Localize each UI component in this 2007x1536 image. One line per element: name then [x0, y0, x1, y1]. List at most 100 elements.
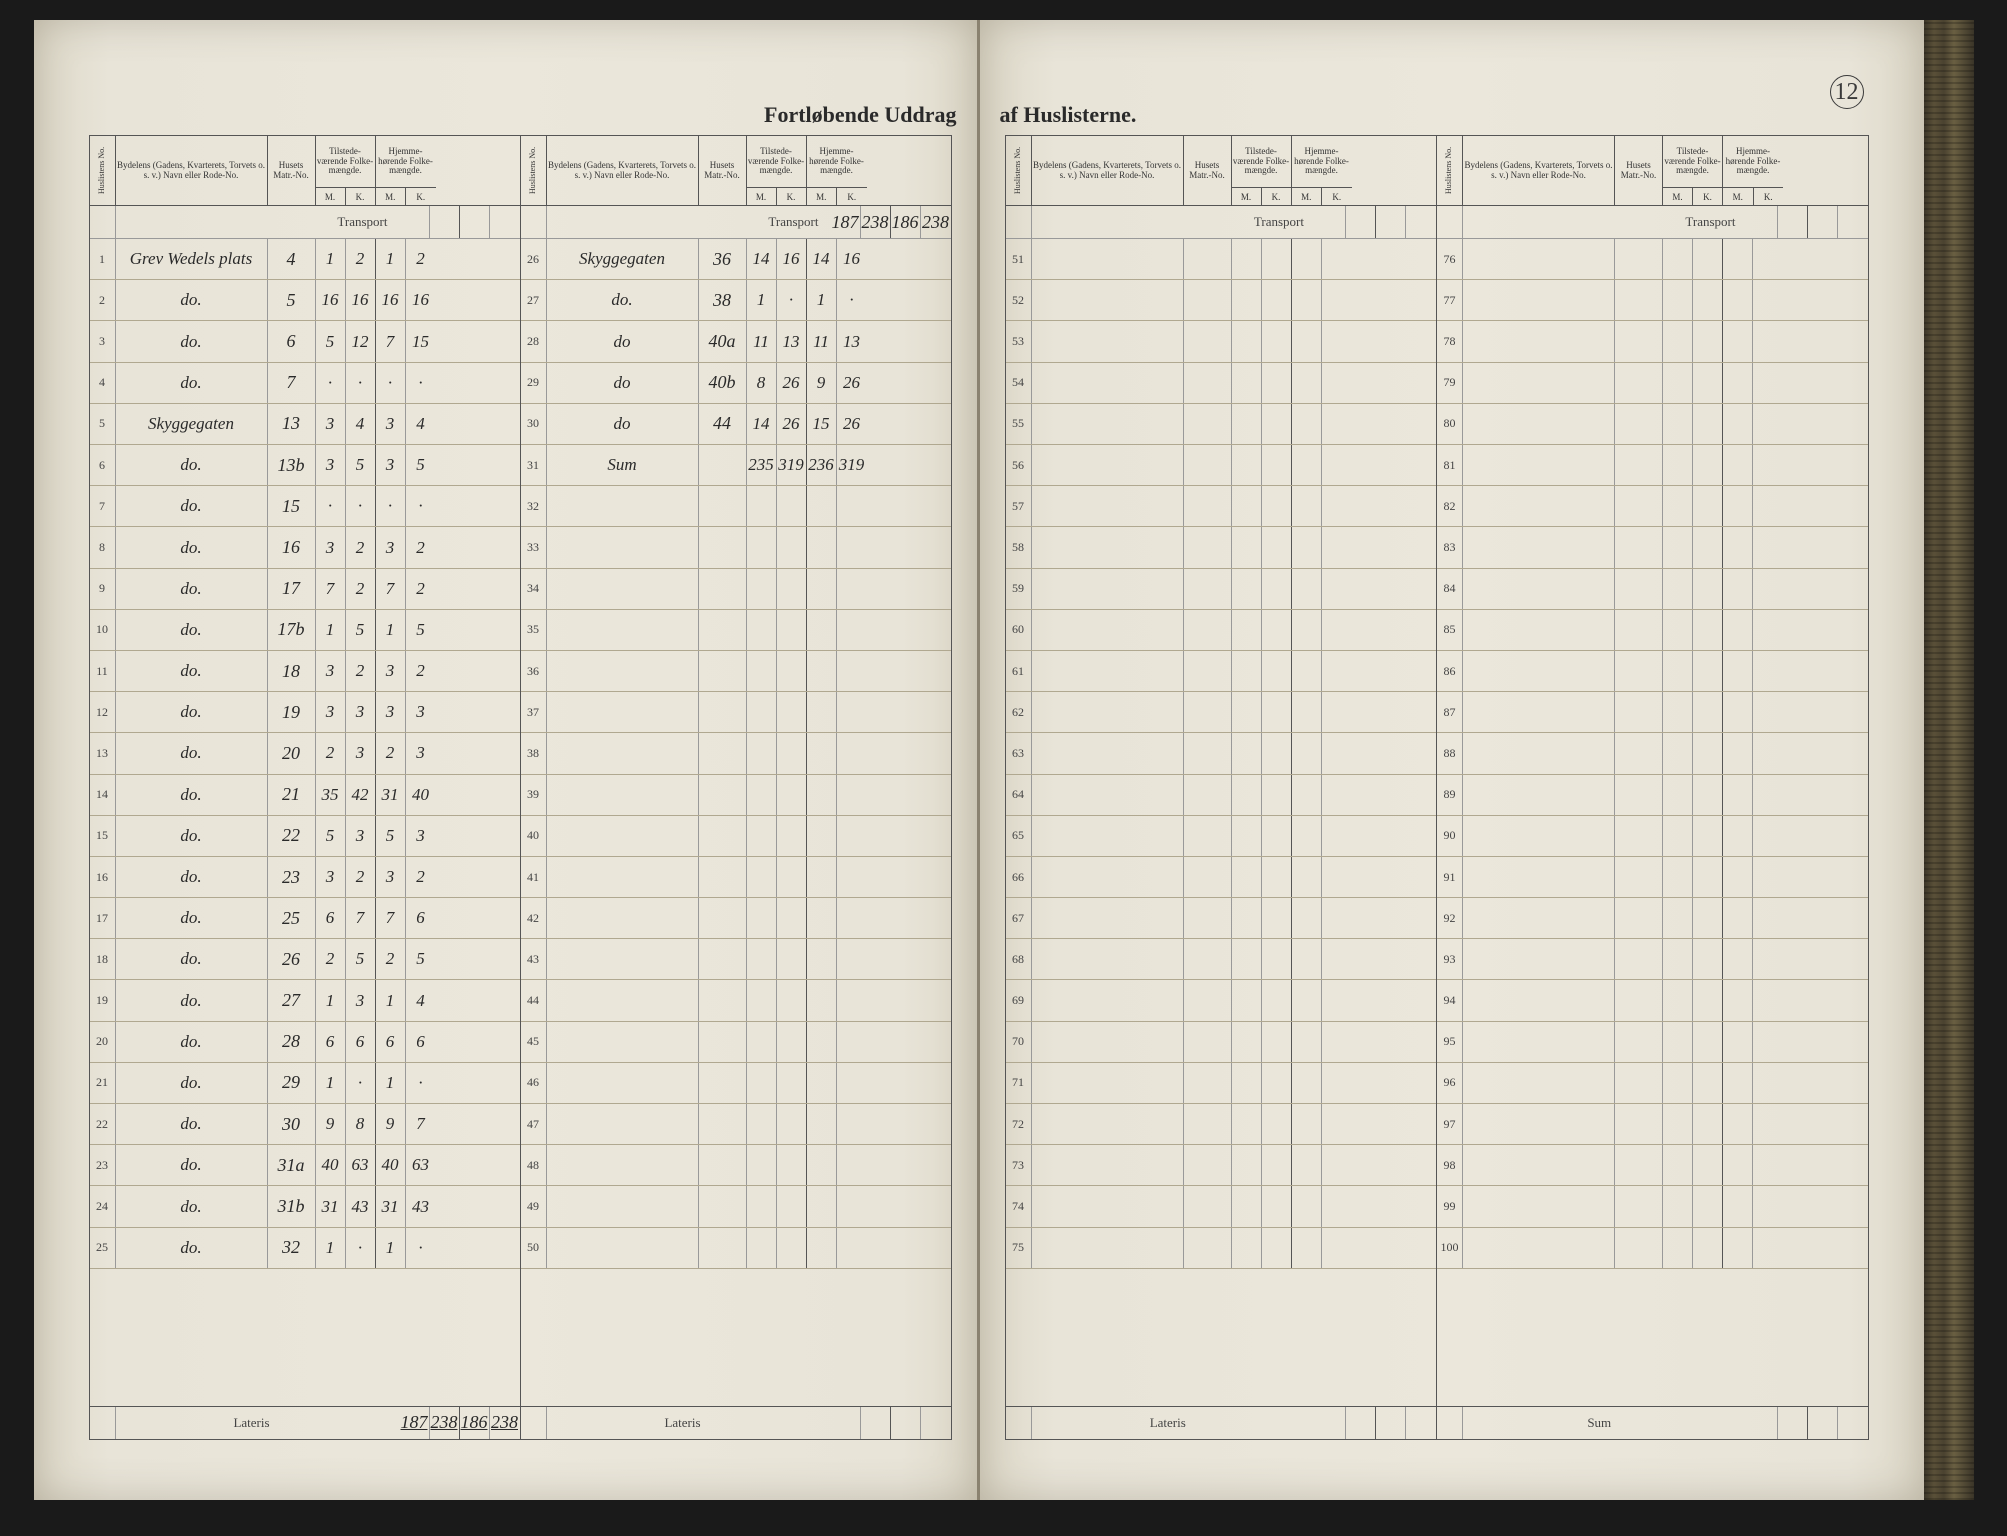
- row-no: 28: [521, 321, 547, 361]
- row-tilst-k: 26: [777, 363, 807, 403]
- table-row: 52: [1006, 280, 1437, 321]
- hdr-m: M.: [1663, 188, 1693, 205]
- row-matr: 22: [268, 816, 316, 856]
- row-hjem-m: [1723, 404, 1753, 444]
- row-hjem-k: [1322, 445, 1352, 485]
- row-matr: 38: [699, 280, 747, 320]
- row-hjem-m: ·: [376, 486, 406, 526]
- row-tilst-m: [1232, 1228, 1262, 1268]
- table-row: 63: [1006, 733, 1437, 774]
- hdr-bydelens: Bydelens (Gadens, Kvarterets, Torvets o.…: [1463, 136, 1614, 205]
- row-matr: [1615, 651, 1663, 691]
- hdr-husets: Husets Matr.-No.: [1615, 136, 1662, 205]
- lateris-label: Lateris: [1032, 1407, 1317, 1439]
- row-bydelens: [1463, 898, 1615, 938]
- row-tilst-m: [1232, 1186, 1262, 1226]
- hdr-m: M.: [1723, 188, 1754, 205]
- table-row: 55: [1006, 404, 1437, 445]
- row-matr: [1184, 857, 1232, 897]
- table-row: 5 Skyggegaten 13 3 4 3 4: [90, 404, 520, 445]
- row-hjem-m: [1723, 692, 1753, 732]
- lateris-val: [1778, 1407, 1808, 1439]
- row-hjem-m: 2: [376, 939, 406, 979]
- row-hjem-k: [1753, 445, 1783, 485]
- table-row: 99: [1437, 1186, 1868, 1227]
- row-tilst-k: ·: [346, 486, 376, 526]
- table-row: 85: [1437, 610, 1868, 651]
- row-no: 75: [1006, 1228, 1032, 1268]
- row-no: 84: [1437, 569, 1463, 609]
- row-hjem-m: [1292, 404, 1322, 444]
- row-matr: 21: [268, 775, 316, 815]
- table-row: 39: [521, 775, 951, 816]
- row-hjem-m: [1292, 692, 1322, 732]
- transport-val: [1778, 206, 1808, 238]
- hdr-no: Huslistens No.: [521, 136, 546, 205]
- row-no: 13: [90, 733, 116, 773]
- ledger-header: Huslistens No. Bydelens (Gadens, Kvarter…: [1437, 136, 1868, 206]
- row-hjem-m: [1292, 239, 1322, 279]
- table-row: 2 do. 5 16 16 16 16: [90, 280, 520, 321]
- row-tilst-k: [1693, 898, 1723, 938]
- row-tilst-k: [1262, 321, 1292, 361]
- row-bydelens: [1032, 363, 1184, 403]
- hdr-m: M.: [747, 188, 777, 205]
- transport-row: Transport: [1437, 206, 1868, 239]
- row-no: 5: [90, 404, 116, 444]
- row-hjem-k: [837, 775, 867, 815]
- row-hjem-m: [1292, 816, 1322, 856]
- row-hjem-m: [807, 733, 837, 773]
- row-tilst-k: [777, 1186, 807, 1226]
- table-row: 50: [521, 1228, 951, 1269]
- row-hjem-k: [1322, 486, 1352, 526]
- row-hjem-m: [807, 651, 837, 691]
- row-matr: 13b: [268, 445, 316, 485]
- row-hjem-k: [1753, 321, 1783, 361]
- transport-val: 238: [861, 206, 891, 238]
- row-hjem-k: [837, 1104, 867, 1144]
- row-tilst-m: [1663, 692, 1693, 732]
- row-tilst-k: ·: [777, 280, 807, 320]
- table-row: 35: [521, 610, 951, 651]
- row-hjem-k: [837, 527, 867, 567]
- row-matr: 13: [268, 404, 316, 444]
- row-matr: [699, 692, 747, 732]
- row-hjem-k: [1753, 1228, 1783, 1268]
- table-row: 86: [1437, 651, 1868, 692]
- row-no: 63: [1006, 733, 1032, 773]
- row-matr: 29: [268, 1063, 316, 1103]
- row-tilst-k: 42: [346, 775, 376, 815]
- table-row: 11 do. 18 3 2 3 2: [90, 651, 520, 692]
- row-bydelens: Sum: [547, 445, 699, 485]
- row-matr: [1184, 1063, 1232, 1103]
- hdr-k: K.: [1754, 188, 1784, 205]
- row-no: 21: [90, 1063, 116, 1103]
- table-row: 22 do. 30 9 8 9 7: [90, 1104, 520, 1145]
- transport-row: Transport 187 238 186 238: [521, 206, 951, 239]
- row-matr: [1615, 939, 1663, 979]
- row-no: 1: [90, 239, 116, 279]
- row-bydelens: [1463, 321, 1615, 361]
- row-hjem-m: [807, 980, 837, 1020]
- row-bydelens: [547, 1022, 699, 1062]
- row-matr: [699, 651, 747, 691]
- row-no: 94: [1437, 980, 1463, 1020]
- row-no: 87: [1437, 692, 1463, 732]
- row-tilst-m: 5: [316, 321, 346, 361]
- row-hjem-m: [1723, 1186, 1753, 1226]
- row-matr: [1184, 816, 1232, 856]
- row-no: 70: [1006, 1022, 1032, 1062]
- row-hjem-k: [1322, 980, 1352, 1020]
- row-hjem-m: [1292, 610, 1322, 650]
- row-hjem-k: ·: [406, 1063, 436, 1103]
- row-matr: 17: [268, 569, 316, 609]
- table-row: 38: [521, 733, 951, 774]
- table-row: 47: [521, 1104, 951, 1145]
- row-tilst-k: 43: [346, 1186, 376, 1226]
- row-tilst-k: 26: [777, 404, 807, 444]
- row-bydelens: [1032, 445, 1184, 485]
- transport-val: [1376, 206, 1406, 238]
- row-tilst-m: 11: [747, 321, 777, 361]
- hdr-k: K.: [1322, 188, 1352, 205]
- row-no: 76: [1437, 239, 1463, 279]
